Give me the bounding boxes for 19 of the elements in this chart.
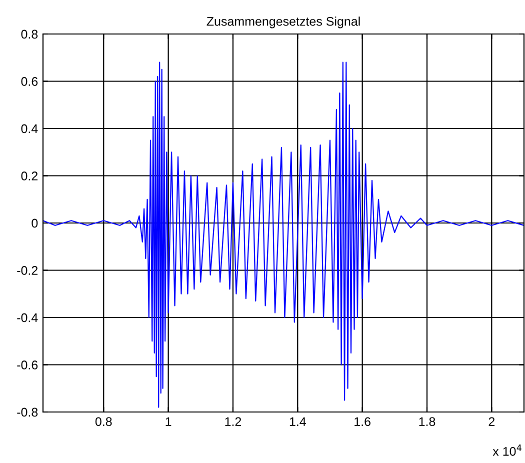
y-tick-label: 0.4 — [21, 124, 38, 134]
chart-title: Zusammengesetztes Signal — [206, 16, 360, 28]
x-tick-label: 2 — [488, 417, 495, 426]
x-tick-label: 1.8 — [419, 417, 436, 426]
y-tick-label: 0.6 — [21, 77, 38, 86]
y-tick-label: 0.2 — [21, 172, 38, 180]
text: x 10$^{4}$ — [492, 444, 522, 456]
line-series — [43, 62, 524, 408]
x-tick-label: 0.8 — [95, 417, 112, 426]
y-tick-label: -0.8 — [17, 408, 38, 417]
y-tick-label: -0.2 — [17, 266, 38, 275]
y-tick-label: -0.6 — [17, 360, 38, 370]
x-tick-label: 1.4 — [290, 417, 306, 426]
x-tick-label: 1.2 — [225, 417, 242, 426]
y-tick-label: 0.8 — [21, 30, 38, 39]
x-tick-label: 1 — [166, 417, 172, 426]
y-tick-label: 0 — [32, 218, 38, 228]
x-tick-label: 1.6 — [354, 417, 370, 426]
y-tick-label: -0.4 — [17, 313, 38, 322]
